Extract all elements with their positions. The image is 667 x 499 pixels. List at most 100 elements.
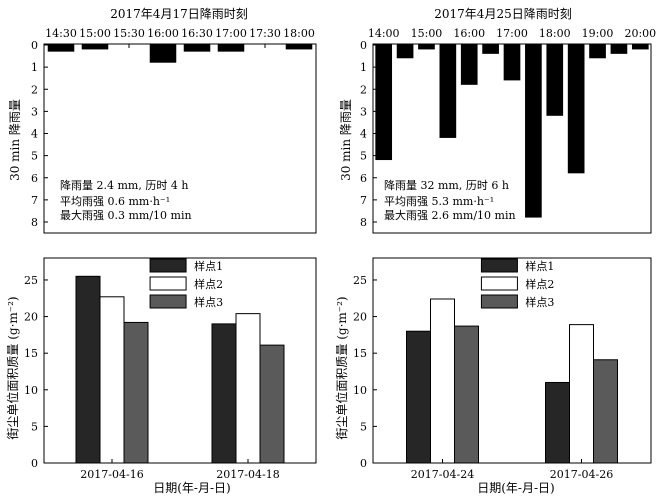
y-tick-label: 25 [353, 274, 367, 287]
rain-bar [546, 44, 564, 116]
rain-bar [149, 44, 177, 63]
x-tick-label: 18:00 [539, 27, 571, 40]
y-axis-label: 街尘单位面积质量 (g·m⁻²) [334, 296, 349, 439]
dust-bar [569, 324, 594, 464]
y-tick-label: 2 [360, 83, 367, 96]
legend-swatch [149, 258, 187, 273]
legend-label: 样点2 [525, 277, 554, 291]
x-tick-label: 19:00 [582, 27, 614, 40]
dust-bar [545, 381, 570, 464]
legend: 样点1 样点2 样点3 [480, 258, 554, 309]
legend: 样点1 样点2 样点3 [149, 258, 223, 309]
rain-bar [217, 44, 245, 52]
dust-mass-chart-left: 街尘单位面积质量 (g·m⁻²) 日期(年-月-日) 0 5 10 15 20 25 20… [5, 257, 317, 495]
y-tick-label: 3 [360, 105, 367, 118]
y-tick-label: 5 [31, 420, 38, 433]
rain-bar [418, 44, 435, 50]
rain-bar [610, 44, 628, 54]
x-tick-label: 2017-04-24 [411, 468, 474, 481]
x-tick-label: 20:00 [624, 27, 656, 40]
y-tick-label: 15 [24, 347, 38, 360]
rain-bar [81, 44, 109, 50]
rain-bar [631, 44, 649, 50]
x-tick-label: 15:30 [113, 27, 145, 40]
chart-title: 2017年4月25日降雨时刻 [434, 7, 571, 21]
y-tick-label: 20 [24, 311, 38, 324]
x-tick-label: 14:00 [368, 27, 400, 40]
y-tick-label: 10 [353, 384, 367, 397]
dust-bar [211, 323, 237, 464]
x-tick-label: 2017-04-26 [550, 468, 613, 481]
y-axis-label: 30 min 降雨量 [8, 99, 22, 181]
legend-label: 样点3 [194, 295, 223, 309]
rainfall-chart-0417: 2017年4月17日降雨时刻 30 min 降雨量 14:30 15:00 15:3… [8, 7, 317, 234]
x-tick-label: 17:00 [215, 27, 247, 40]
rain-bar [47, 44, 75, 52]
y-tick-label: 25 [24, 274, 38, 287]
y-tick-label: 7 [360, 194, 367, 207]
y-axis-label: 街尘单位面积质量 (g·m⁻²) [5, 296, 20, 439]
y-tick-label: 1 [360, 61, 367, 74]
x-tick-label: 16:00 [147, 27, 179, 40]
annotation-total: 降雨量 32 mm, 历时 6 h [384, 178, 509, 192]
legend-swatch [480, 294, 518, 309]
rain-bar [525, 44, 542, 218]
rain-bar [460, 44, 478, 85]
dust-bar [406, 330, 431, 464]
x-tick-label: 16:00 [453, 27, 485, 40]
x-tick-label: 2017-04-18 [216, 468, 279, 481]
x-tick-label: 16:30 [181, 27, 213, 40]
legend-swatch [149, 276, 187, 291]
x-tick-label: 15:00 [79, 27, 111, 40]
x-axis-label: 日期(年-月-日) [477, 481, 554, 495]
y-tick-label: 0 [31, 457, 38, 470]
legend-label: 样点3 [525, 295, 554, 309]
x-tick-label: 2017-04-16 [80, 468, 143, 481]
rain-bar [589, 44, 606, 59]
annotation-mean-intensity: 平均雨强 5.3 mm·h⁻¹ [384, 195, 494, 208]
x-tick-label: 18:00 [283, 27, 315, 40]
bars: 2017-04-16 2017-04-18 [75, 275, 285, 481]
plot-frame [43, 43, 317, 234]
y-ticks: 0 1 2 3 4 5 6 7 8 [360, 39, 377, 229]
plot-frame [372, 257, 652, 464]
y-tick-label: 2 [31, 83, 38, 96]
annotation-max-intensity: 最大雨强 2.6 mm/10 min [384, 208, 516, 222]
y-tick-label: 0 [360, 39, 367, 52]
dust-bar [235, 313, 261, 464]
dust-bar [259, 344, 285, 464]
legend-swatch [480, 258, 518, 273]
dust-bar [99, 296, 125, 464]
rain-bar [503, 44, 521, 81]
rain-bar [567, 44, 585, 174]
legend-label: 样点2 [194, 277, 223, 291]
y-tick-label: 0 [360, 457, 367, 470]
y-tick-label: 15 [353, 347, 367, 360]
y-tick-label: 10 [24, 384, 38, 397]
dust-bar [123, 321, 149, 464]
x-tick-label: 17:30 [249, 27, 281, 40]
rain-bar [375, 44, 393, 161]
y-tick-label: 4 [360, 128, 367, 141]
annotation-mean-intensity: 平均雨强 0.6 mm·h⁻¹ [60, 195, 170, 208]
y-axis-label: 30 min 降雨量 [339, 99, 353, 181]
rain-bar [183, 44, 211, 52]
y-tick-label: 6 [360, 172, 367, 185]
rain-bar [285, 44, 313, 50]
y-tick-label: 0 [31, 39, 38, 52]
y-tick-label: 7 [31, 194, 38, 207]
chart-title: 2017年4月17日降雨时刻 [110, 7, 247, 21]
y-tick-label: 8 [31, 216, 38, 229]
legend-label: 样点1 [194, 259, 223, 273]
x-tick-label: 17:00 [496, 27, 528, 40]
y-tick-label: 6 [31, 172, 38, 185]
x-ticks: 14:00 15:00 16:00 17:00 18:00 19:00 20:00 [368, 27, 656, 48]
plot-frame [43, 257, 317, 464]
bars: 2017-04-24 2017-04-26 [406, 298, 618, 481]
x-tick-label: 15:00 [411, 27, 443, 40]
y-tick-label: 5 [31, 150, 38, 163]
dust-mass-chart-right: 街尘单位面积质量 (g·m⁻²) 日期(年-月-日) 0 5 10 15 20 25 20… [334, 257, 652, 495]
rain-bar [439, 44, 457, 138]
legend-label: 样点1 [525, 259, 554, 273]
